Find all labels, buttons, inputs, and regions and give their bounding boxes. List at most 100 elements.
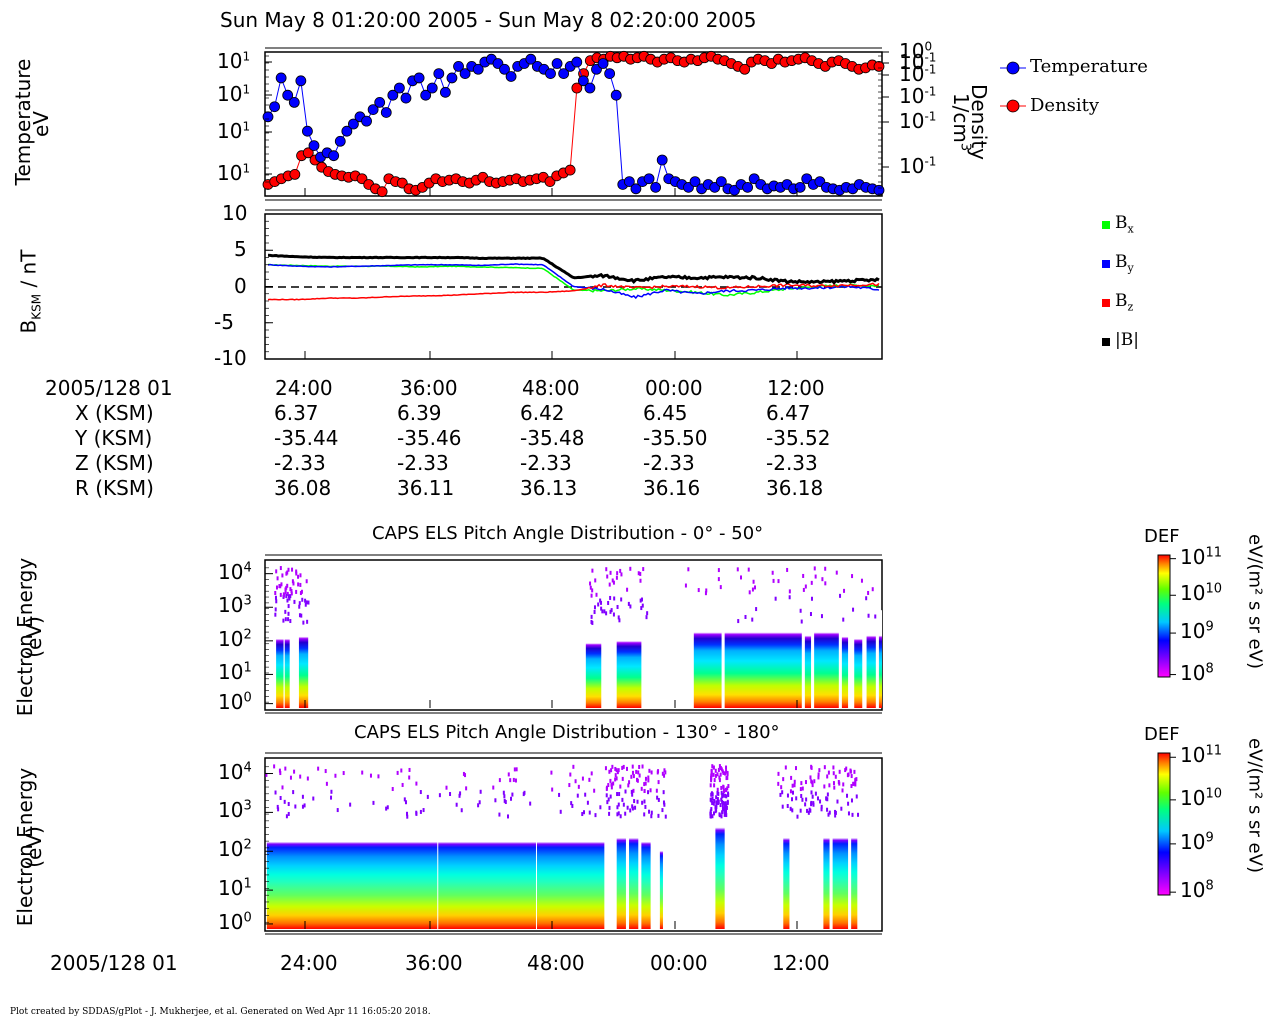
- spectrogram-speckle: [503, 798, 506, 803]
- spectrogram-speckle: [276, 804, 279, 809]
- spectrogram-speckle: [826, 792, 829, 797]
- spectrogram-speckle: [852, 781, 855, 786]
- spectrogram-block: [814, 605, 839, 708]
- spectrogram-speckle: [716, 791, 719, 796]
- spectrogram-speckle: [649, 788, 652, 793]
- point-temperature: [597, 58, 609, 69]
- spectrogram-speckle: [810, 800, 813, 805]
- spectrogram-speckle: [283, 799, 286, 804]
- point-density: [564, 164, 576, 176]
- spectrogram-speckle: [874, 614, 877, 619]
- spectrogram-speckle: [650, 814, 653, 819]
- panel1-ylabel-ev: eV: [29, 111, 53, 137]
- legend-by: By: [1115, 252, 1134, 275]
- spectrogram-speckle: [287, 617, 290, 622]
- spectrogram-speckle: [572, 764, 575, 769]
- point-density: [873, 61, 885, 72]
- spectrogram-speckle: [816, 796, 819, 801]
- spectrogram-speckle: [722, 770, 725, 775]
- spectrogram-speckle: [342, 771, 345, 776]
- spectrogram-speckle: [636, 778, 639, 783]
- spectrogram-speckle: [786, 567, 789, 572]
- spectrogram-speckle: [647, 775, 650, 780]
- spectrogram-speckle: [632, 774, 635, 779]
- spectrogram-block: [284, 614, 290, 708]
- legend-bmag: |B|: [1115, 330, 1139, 350]
- spectrogram-speckle: [723, 812, 726, 817]
- point-temperature: [439, 86, 451, 98]
- spectrogram-speckle: [616, 571, 619, 576]
- spectrogram-speckle: [301, 804, 304, 809]
- spectrogram-speckle: [286, 583, 289, 588]
- spectrogram-speckle: [834, 774, 837, 779]
- spectrogram-speckle: [753, 585, 756, 590]
- spectrogram-speckle: [622, 764, 625, 769]
- spectrogram-speckle: [790, 775, 793, 780]
- ephemeris-value: 6.37: [274, 401, 319, 425]
- spectrogram-speckle: [295, 569, 298, 574]
- point-temperature: [393, 82, 405, 94]
- spectrogram-speckle: [324, 769, 327, 774]
- spectrogram-speckle: [684, 583, 687, 588]
- spectrogram-speckle: [408, 775, 411, 780]
- spectrogram-speckle: [772, 578, 775, 583]
- spectrogram-speckle: [336, 808, 339, 813]
- spectrogram-speckle: [850, 798, 853, 803]
- spectrogram-speckle: [641, 800, 644, 805]
- spectrogram-speckle: [800, 619, 803, 624]
- spectrogram-speckle: [275, 599, 278, 604]
- point-temperature: [571, 56, 583, 68]
- spectrogram-speckle: [714, 768, 717, 773]
- spectrogram-speckle: [274, 790, 277, 795]
- spectrogram-block: [851, 810, 858, 929]
- spectrogram-speckle: [809, 612, 812, 617]
- ytick-density: 10-1: [899, 50, 937, 74]
- spectrogram-speckle: [273, 764, 276, 769]
- spectrogram-speckle: [725, 805, 728, 810]
- spectrogram-block: [276, 614, 284, 708]
- spectrogram-speckle: [639, 598, 642, 603]
- spectrogram-speckle: [751, 617, 754, 622]
- spectrogram-speckle: [867, 613, 870, 618]
- spectrogram-speckle: [840, 806, 843, 811]
- spectrogram-speckle: [793, 783, 796, 788]
- spectrogram-speckle: [725, 813, 728, 818]
- spectrogram-speckle: [842, 617, 845, 622]
- spectrogram-speckle: [551, 787, 554, 792]
- spectrogram-speckle: [593, 788, 596, 793]
- spectrogram-speckle: [590, 614, 593, 619]
- spectrogram-speckle: [459, 791, 462, 796]
- spectrogram-speckle: [631, 770, 634, 775]
- spectrogram-speckle: [293, 769, 296, 774]
- spectrogram-speckle: [581, 776, 584, 781]
- spectrogram-speckle: [349, 802, 352, 807]
- spectrogram-speckle: [725, 769, 728, 774]
- point-temperature: [295, 75, 307, 87]
- spectrogram-speckle: [304, 602, 307, 607]
- spectrogram-speckle: [784, 765, 787, 770]
- spectrogram-speckle: [632, 788, 635, 793]
- spectrogram-speckle: [445, 785, 448, 790]
- spectrogram-speckle: [419, 809, 422, 814]
- spectrogram-speckle: [709, 809, 712, 814]
- point-density: [289, 168, 301, 180]
- spectrogram-speckle: [317, 766, 320, 771]
- panel3-colorbar-unit: eV/(m² s sr eV): [1244, 534, 1266, 669]
- spectrogram-speckle: [274, 590, 277, 595]
- spectrogram-speckle: [298, 613, 301, 618]
- point-temperature: [275, 72, 287, 84]
- spectrogram-speckle: [777, 771, 780, 776]
- ephemeris-time-tick: 24:00: [275, 376, 333, 400]
- point-temperature: [308, 140, 320, 152]
- spectrogram-speckle: [719, 585, 722, 590]
- spectrogram-speckle: [292, 581, 295, 586]
- point-temperature: [334, 135, 346, 147]
- spectrogram-speckle: [711, 800, 714, 805]
- spectrogram-speckle: [615, 575, 618, 580]
- colorbar-tick: 1010: [1180, 581, 1222, 606]
- spectrogram-speckle: [826, 807, 829, 812]
- spectrogram-speckle: [449, 792, 452, 797]
- spectrogram-speckle: [643, 812, 646, 817]
- spectrogram-speckle: [274, 607, 277, 612]
- spectrogram-speckle: [725, 765, 728, 770]
